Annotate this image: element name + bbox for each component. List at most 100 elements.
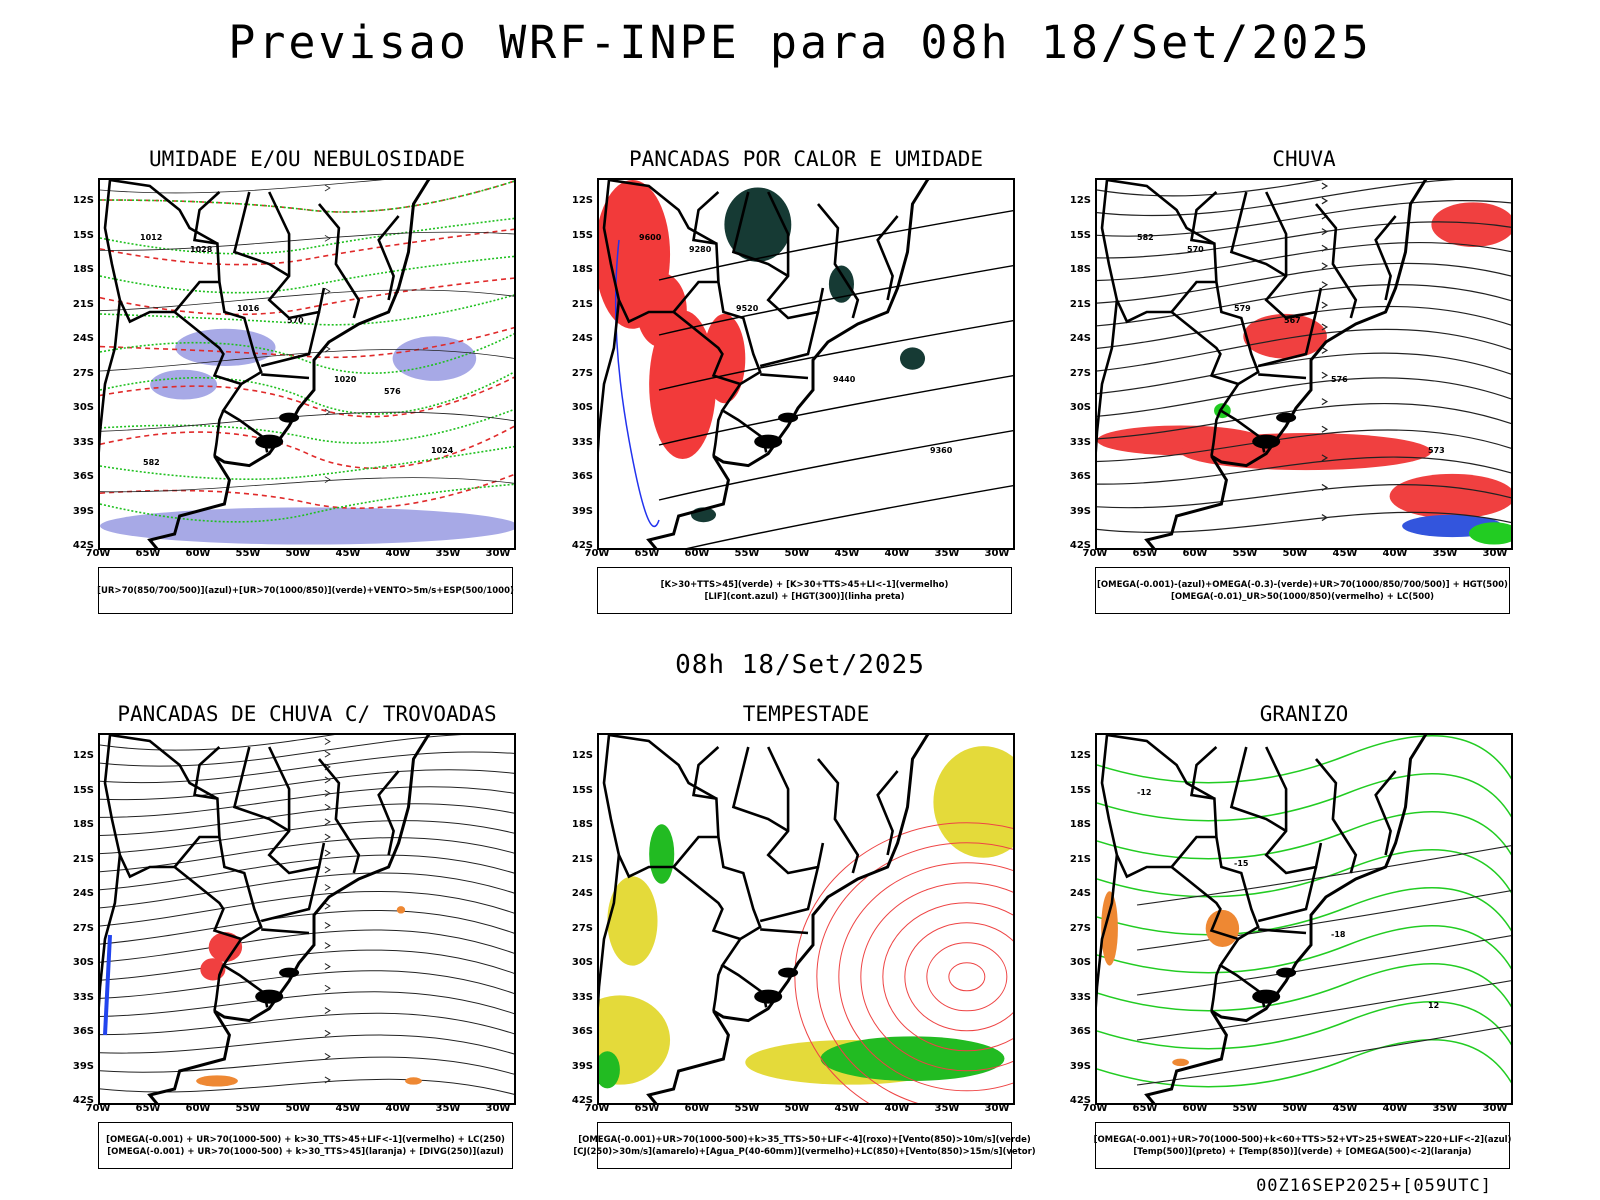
temp500-line bbox=[1136, 1025, 1511, 1086]
panel-title: PANCADAS DE CHUVA C/ TROVOADAS bbox=[117, 702, 497, 726]
coastline bbox=[1144, 735, 1428, 1103]
longitude-tick-label: 35W bbox=[1432, 548, 1458, 559]
humidity-contours-line bbox=[100, 445, 514, 481]
longitude-tick-label: 65W bbox=[1132, 548, 1158, 559]
hgt-line bbox=[658, 319, 1013, 391]
country-border bbox=[766, 746, 825, 875]
streamline-arrow bbox=[1321, 197, 1329, 205]
streamline-arrow bbox=[324, 1053, 331, 1060]
omega-orange-area bbox=[1172, 1058, 1189, 1067]
latitude-tick-label: 24S bbox=[72, 888, 94, 899]
country-border bbox=[602, 735, 741, 941]
country-border bbox=[1190, 746, 1266, 1008]
longitude-tick-label: 55W bbox=[734, 548, 760, 559]
streamlines bbox=[100, 180, 514, 493]
streamline-arrow bbox=[324, 963, 331, 971]
temp850-contours bbox=[1097, 735, 1511, 1088]
temp500-line bbox=[1136, 980, 1511, 1041]
country-border bbox=[1258, 373, 1307, 380]
forecast-map: -12 -15 -18 12 bbox=[1095, 733, 1513, 1105]
longitude-tick-label: 65W bbox=[135, 548, 161, 559]
contour-label: 9440 bbox=[833, 375, 856, 384]
latitude-tick-label: 33S bbox=[571, 991, 593, 1003]
unstable-red-area bbox=[636, 273, 687, 348]
country-border bbox=[173, 280, 220, 313]
streamline bbox=[100, 1056, 514, 1075]
latitude-tick-label: 12S bbox=[571, 750, 593, 761]
hgt300-contours bbox=[658, 209, 1013, 548]
map-basemap bbox=[100, 735, 431, 1103]
streamline bbox=[100, 735, 463, 767]
country-border bbox=[103, 180, 242, 386]
country-border bbox=[1097, 854, 1119, 1008]
latitude-tick-label: 27S bbox=[1069, 922, 1091, 934]
legend-line: [OMEGA(-0.001) + UR>70(1000-500) + k>30_… bbox=[107, 1146, 504, 1157]
coastline bbox=[147, 735, 431, 1103]
streamline bbox=[100, 909, 514, 945]
panel-title: UMIDADE E/OU NEBULOSIDADE bbox=[148, 147, 466, 171]
latitude-tick-label: 30S bbox=[571, 957, 593, 968]
unstable-green-area bbox=[899, 347, 926, 370]
streamline-arrow bbox=[1321, 398, 1329, 406]
thickness-contours-line bbox=[100, 277, 514, 316]
streamline-arrow bbox=[324, 1029, 331, 1037]
country-border bbox=[759, 311, 820, 368]
longitude-tick-label: 50W bbox=[1282, 1103, 1308, 1114]
temp500-line bbox=[1136, 935, 1511, 996]
streamline bbox=[1097, 284, 1511, 327]
latitude-tick-label: 15S bbox=[571, 784, 593, 796]
hgt-line bbox=[658, 209, 1013, 281]
latitude-tick-label: 33S bbox=[72, 436, 94, 448]
storm-orange-area bbox=[196, 1075, 238, 1087]
country-border bbox=[876, 770, 899, 856]
legend-line: [Temp(500)](preto) + [Temp(850)](verde) … bbox=[1133, 1146, 1472, 1157]
forecast-map: 582 579 576 573 570 567 bbox=[1095, 178, 1513, 550]
streamline bbox=[100, 1034, 514, 1055]
forecast-map: 9600 9520 9440 9360 9280 bbox=[597, 178, 1015, 550]
longitude-tick-label: 40W bbox=[884, 1103, 910, 1114]
contour-label: -18 bbox=[1331, 930, 1346, 939]
temp850-line bbox=[1097, 811, 1511, 860]
longitude-tick-label: 35W bbox=[1432, 1103, 1458, 1114]
contour-label: 1012 bbox=[140, 233, 162, 242]
longitude-tick-label: 40W bbox=[884, 548, 910, 559]
longitude-tick-label: 45W bbox=[834, 548, 860, 559]
lagoa-mirim bbox=[255, 434, 284, 449]
longitude-tick-label: 45W bbox=[1332, 1103, 1358, 1114]
legend-line: [OMEGA(-0.01)_UR>50(1000/850)(vermelho) … bbox=[1170, 591, 1435, 602]
country-border bbox=[377, 770, 400, 856]
hgt-line bbox=[686, 484, 1013, 548]
temp500-contours bbox=[1136, 845, 1511, 1086]
country-border bbox=[602, 180, 741, 386]
longitude-tick-label: 40W bbox=[385, 1103, 411, 1114]
country-border bbox=[672, 280, 719, 313]
map-basemap bbox=[599, 735, 930, 1103]
contour-label: 576 bbox=[384, 387, 401, 396]
streamline bbox=[1097, 511, 1511, 533]
panel-legend: [OMEGA(-0.001)-(azul)+OMEGA(-0.3)-(verde… bbox=[1095, 567, 1510, 614]
latitude-tick-label: 24S bbox=[72, 333, 94, 344]
country-border bbox=[260, 311, 321, 368]
streamline bbox=[1097, 241, 1511, 282]
latitude-tick-label: 42S bbox=[72, 1095, 94, 1106]
streamline bbox=[100, 991, 514, 1017]
latitude-tick-label: 36S bbox=[571, 1026, 593, 1037]
latitude-tick-label: 15S bbox=[72, 784, 94, 796]
streamline-arrow bbox=[324, 789, 331, 797]
coastline bbox=[646, 180, 930, 548]
streamline-arrow bbox=[1321, 281, 1329, 289]
country-border bbox=[260, 866, 321, 923]
streamline-arrow bbox=[324, 776, 331, 784]
longitude-tick-label: 50W bbox=[784, 1103, 810, 1114]
streamline-arrow bbox=[324, 476, 331, 484]
thickness-contours-line bbox=[100, 326, 514, 359]
latitude-tick-label: 15S bbox=[72, 229, 94, 241]
country-border bbox=[692, 746, 768, 1008]
country-border bbox=[1100, 735, 1239, 941]
streamline-arrow bbox=[324, 738, 331, 745]
legend-line: [OMEGA(-0.001) + UR>70(1000-500) + k>30_… bbox=[106, 1134, 505, 1145]
streamline bbox=[1097, 456, 1511, 485]
country-border bbox=[109, 180, 219, 245]
latitude-tick-label: 15S bbox=[571, 229, 593, 241]
latitude-tick-label: 27S bbox=[72, 367, 94, 379]
